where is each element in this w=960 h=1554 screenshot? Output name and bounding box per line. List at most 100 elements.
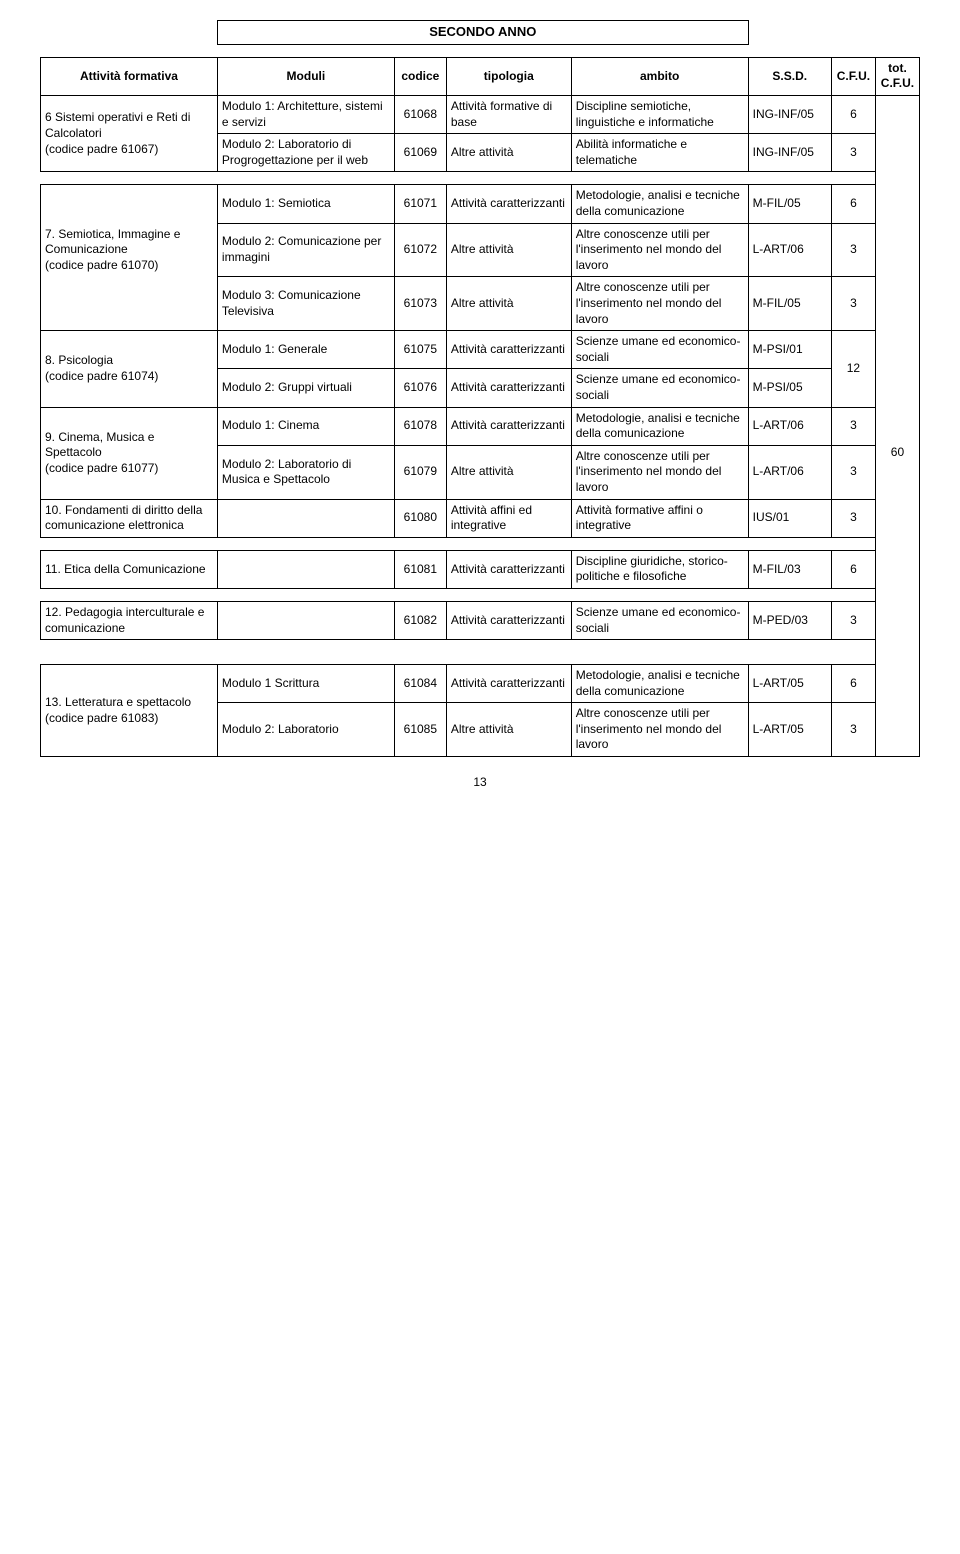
cell: Attività caratterizzanti — [446, 331, 571, 369]
cell: 3 — [831, 499, 875, 537]
hdr-activity: Attività formativa — [41, 57, 218, 95]
cell: Attività caratterizzanti — [446, 550, 571, 588]
table-row: 8. Psicologia (codice padre 61074) Modul… — [41, 331, 920, 369]
hdr-moduli: Moduli — [217, 57, 394, 95]
cell: L-ART/05 — [748, 703, 831, 757]
blank — [217, 550, 394, 588]
blank — [217, 499, 394, 537]
hdr-cfu: C.F.U. — [831, 57, 875, 95]
cell: 61075 — [394, 331, 446, 369]
cell: 61068 — [394, 96, 446, 134]
cell: Attività affini ed integrative — [446, 499, 571, 537]
title-row: SECONDO ANNO — [41, 21, 920, 45]
cell: Metodologie, analisi e tecniche della co… — [571, 185, 748, 223]
cell: Modulo 1: Architetture, sistemi e serviz… — [217, 96, 394, 134]
cell: ING-INF/05 — [748, 134, 831, 172]
cell: M-FIL/05 — [748, 185, 831, 223]
spacer-row — [41, 640, 920, 665]
cell: M-FIL/05 — [748, 277, 831, 331]
cell: 61080 — [394, 499, 446, 537]
blank — [41, 44, 920, 57]
activity-6: 6 Sistemi operativi e Reti di Calcolator… — [41, 96, 218, 172]
page: SECONDO ANNO Attività formativa Moduli c… — [20, 0, 940, 809]
spacer-row — [41, 537, 920, 550]
cell: Attività caratterizzanti — [446, 185, 571, 223]
cell: 3 — [831, 223, 875, 277]
page-number: 13 — [40, 775, 920, 789]
blank — [875, 640, 919, 665]
cell: 3 — [831, 601, 875, 639]
cell: 6 — [831, 185, 875, 223]
blank — [748, 21, 831, 45]
blank — [875, 172, 919, 185]
cell: Scienze umane ed economico-sociali — [571, 331, 748, 369]
cell: Discipline semiotiche, linguistiche e in… — [571, 96, 748, 134]
blank — [41, 588, 876, 601]
cell: Altre attività — [446, 277, 571, 331]
cell: 3 — [831, 277, 875, 331]
cell: 61076 — [394, 369, 446, 407]
cell: Modulo 2: Comunicazione per immagini — [217, 223, 394, 277]
cell: Metodologie, analisi e tecniche della co… — [571, 407, 748, 445]
cell: Attività caratterizzanti — [446, 601, 571, 639]
cell: 3 — [831, 703, 875, 757]
main-table: SECONDO ANNO Attività formativa Moduli c… — [40, 20, 920, 757]
activity-9: 9. Cinema, Musica e Spettacolo (codice p… — [41, 407, 218, 499]
activity-8: 8. Psicologia (codice padre 61074) — [41, 331, 218, 407]
cell: Attività formative di base — [446, 96, 571, 134]
cell: ING-INF/05 — [748, 96, 831, 134]
blank — [875, 21, 919, 45]
cell: Attività caratterizzanti — [446, 665, 571, 703]
cell: IUS/01 — [748, 499, 831, 537]
cell: Scienze umane ed economico-sociali — [571, 369, 748, 407]
cell: Modulo 2: Laboratorio di Musica e Spetta… — [217, 445, 394, 499]
cell: Altre conoscenze utili per l'inserimento… — [571, 703, 748, 757]
cell: Attività formative affini o integrative — [571, 499, 748, 537]
blank — [875, 185, 919, 407]
cell: 6 — [831, 550, 875, 588]
hdr-tip: tipologia — [446, 57, 571, 95]
cell: L-ART/06 — [748, 445, 831, 499]
cell: L-ART/06 — [748, 223, 831, 277]
cell: Modulo 2: Gruppi virtuali — [217, 369, 394, 407]
cell: Altre attività — [446, 445, 571, 499]
blank — [41, 277, 218, 331]
spacer-row — [41, 44, 920, 57]
cell: 61079 — [394, 445, 446, 499]
cell: 3 — [831, 134, 875, 172]
spacer-row — [41, 172, 920, 185]
activity-10: 10. Fondamenti di diritto della comunica… — [41, 499, 218, 537]
cell: 12 — [831, 331, 875, 407]
cell: Altre conoscenze utili per l'inserimento… — [571, 223, 748, 277]
cell: Modulo 1: Generale — [217, 331, 394, 369]
cell: 3 — [831, 407, 875, 445]
blank — [875, 550, 919, 588]
cell: Modulo 2: Laboratorio di Progrogettazion… — [217, 134, 394, 172]
cell: 61073 — [394, 277, 446, 331]
cell: 61082 — [394, 601, 446, 639]
blank — [41, 172, 876, 185]
cell: Altre conoscenze utili per l'inserimento… — [571, 277, 748, 331]
cell: 61085 — [394, 703, 446, 757]
cell: M-FIL/03 — [748, 550, 831, 588]
blank — [875, 96, 919, 172]
cell: 61081 — [394, 550, 446, 588]
activity-12: 12. Pedagogia interculturale e comunicaz… — [41, 601, 218, 639]
header-row: Attività formativa Moduli codice tipolog… — [41, 57, 920, 95]
blank — [875, 601, 919, 639]
section-title: SECONDO ANNO — [217, 21, 748, 45]
blank — [875, 665, 919, 757]
cell: Altre attività — [446, 703, 571, 757]
cell: Abilità informatiche e telematiche — [571, 134, 748, 172]
blank — [831, 21, 875, 45]
table-row: 10. Fondamenti di diritto della comunica… — [41, 499, 920, 537]
hdr-ambito: ambito — [571, 57, 748, 95]
activity-7: 7. Semiotica, Immagine e Comunicazione (… — [41, 223, 218, 277]
cell: Attività caratterizzanti — [446, 407, 571, 445]
blank — [41, 537, 876, 550]
cell: 61072 — [394, 223, 446, 277]
cell: 6 — [831, 96, 875, 134]
cell: Altre attività — [446, 134, 571, 172]
cell: Altre conoscenze utili per l'inserimento… — [571, 445, 748, 499]
activity-13: 13. Letteratura e spettacolo (codice pad… — [41, 665, 218, 757]
